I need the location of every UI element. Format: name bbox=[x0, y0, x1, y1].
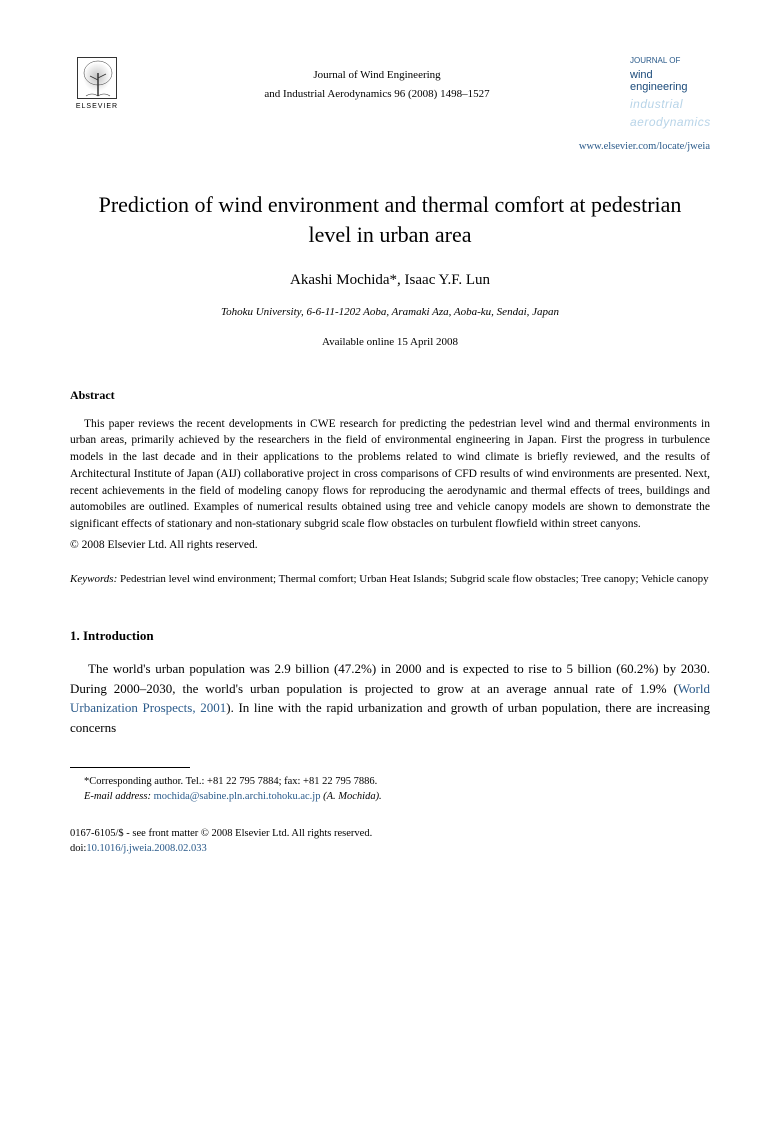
elsevier-tree-icon bbox=[77, 57, 117, 99]
keywords-block: Keywords: Pedestrian level wind environm… bbox=[70, 572, 710, 588]
keywords-text: Pedestrian level wind environment; Therm… bbox=[117, 573, 708, 585]
issn-copyright-line: 0167-6105/$ - see front matter © 2008 El… bbox=[70, 827, 710, 842]
paper-title: Prediction of wind environment and therm… bbox=[70, 190, 710, 249]
journal-url-link[interactable]: www.elsevier.com/locate/jweia bbox=[70, 139, 710, 155]
doi-line: doi:10.1016/j.jweia.2008.02.033 bbox=[70, 842, 710, 857]
email-label: E-mail address: bbox=[84, 791, 151, 802]
doi-label: doi: bbox=[70, 843, 86, 854]
abstract-body: This paper reviews the recent developmen… bbox=[70, 416, 710, 533]
footnote-separator bbox=[70, 767, 190, 768]
publisher-label: ELSEVIER bbox=[76, 102, 118, 113]
authors-text: Akashi Mochida*, Isaac Y.F. Lun bbox=[290, 272, 490, 288]
publisher-footer: 0167-6105/$ - see front matter © 2008 El… bbox=[70, 827, 710, 856]
corresponding-author-note: *Corresponding author. Tel.: +81 22 795 … bbox=[70, 774, 710, 789]
email-line: E-mail address: mochida@sabine.pln.archi… bbox=[70, 789, 710, 805]
abstract-copyright: © 2008 Elsevier Ltd. All rights reserved… bbox=[70, 537, 710, 554]
header-row: ELSEVIER Journal of Wind Engineering and… bbox=[70, 55, 710, 131]
section-1-body: The world's urban population was 2.9 bil… bbox=[70, 659, 710, 737]
journal-logo-sub-text: industrial aerodynamics bbox=[630, 95, 710, 131]
journal-name-line2: and Industrial Aerodynamics 96 (2008) 14… bbox=[124, 86, 630, 103]
abstract-heading: Abstract bbox=[70, 386, 710, 404]
body-part1: The world's urban population was 2.9 bil… bbox=[70, 661, 710, 696]
journal-logo-label: JOURNAL OF bbox=[630, 55, 710, 67]
authors-list: Akashi Mochida*, Isaac Y.F. Lun bbox=[70, 269, 710, 292]
journal-citation: Journal of Wind Engineering and Industri… bbox=[124, 55, 630, 102]
publisher-logo: ELSEVIER bbox=[70, 55, 124, 115]
journal-logo-main-text: wind engineering bbox=[630, 69, 710, 93]
doi-link[interactable]: 10.1016/j.jweia.2008.02.033 bbox=[86, 843, 206, 854]
email-address-link[interactable]: mochida@sabine.pln.archi.tohoku.ac.jp bbox=[154, 791, 321, 802]
journal-logo: JOURNAL OF wind engineering industrial a… bbox=[630, 55, 710, 131]
email-author-suffix: (A. Mochida). bbox=[320, 791, 381, 802]
section-1-heading: 1. Introduction bbox=[70, 626, 710, 646]
keywords-label: Keywords: bbox=[70, 573, 117, 585]
available-date: Available online 15 April 2008 bbox=[70, 334, 710, 351]
affiliation: Tohoku University, 6-6-11-1202 Aoba, Ara… bbox=[70, 304, 710, 321]
tree-svg bbox=[78, 58, 118, 100]
journal-name-line1: Journal of Wind Engineering bbox=[124, 67, 630, 84]
